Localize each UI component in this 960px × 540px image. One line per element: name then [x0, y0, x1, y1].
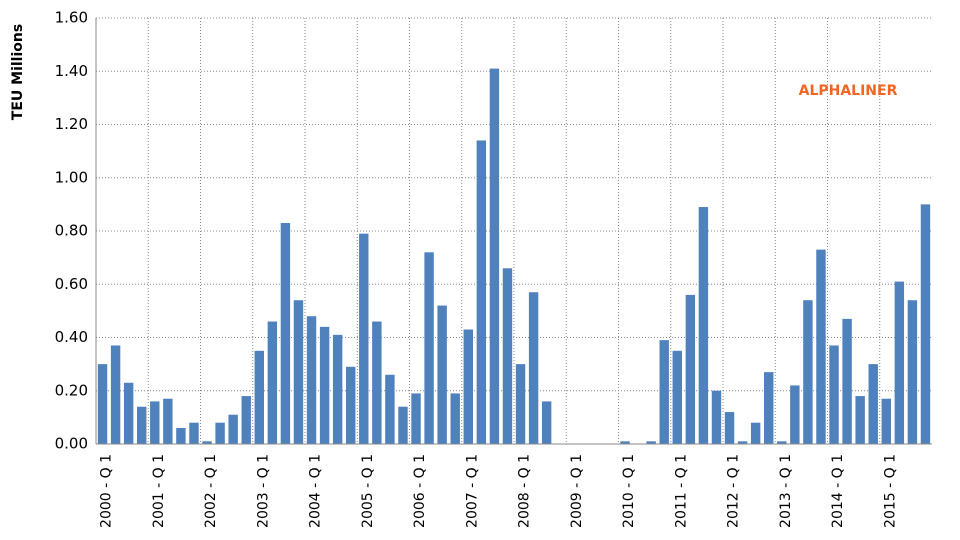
bar	[737, 441, 748, 444]
bar	[319, 326, 330, 444]
bar	[228, 414, 238, 444]
bar	[528, 292, 539, 444]
x-tick-label: 2009 - Q 1	[569, 454, 585, 528]
x-tick-label: 2002 - Q 1	[203, 454, 219, 528]
bar	[254, 350, 264, 444]
bar	[750, 422, 761, 444]
bar	[868, 364, 878, 444]
bar	[620, 441, 630, 444]
y-tick-label: 0.80	[55, 222, 88, 240]
bar	[724, 412, 735, 444]
bar	[346, 366, 356, 444]
bar	[293, 300, 304, 444]
bar	[359, 233, 369, 444]
x-tick-label: 2015 - Q 1	[882, 454, 898, 528]
bar	[215, 422, 225, 444]
bar	[764, 372, 774, 444]
bar	[176, 428, 186, 444]
x-tick-label: 2007 - Q 1	[464, 454, 480, 528]
bar	[202, 441, 212, 444]
bar	[829, 345, 839, 444]
bar	[189, 422, 199, 444]
bar	[659, 340, 669, 444]
y-tick-label: 1.00	[55, 168, 88, 186]
y-tick-label: 1.60	[55, 9, 88, 27]
x-tick-label: 2006 - Q 1	[412, 454, 428, 528]
x-tick-label: 2010 - Q 1	[621, 454, 637, 528]
bar	[123, 382, 134, 444]
bar	[450, 393, 460, 444]
bar	[777, 441, 787, 444]
bar	[881, 398, 891, 444]
bar	[541, 401, 552, 444]
bar	[306, 316, 317, 444]
bar	[372, 321, 382, 444]
bar	[463, 329, 473, 444]
x-tick-label: 2013 - Q 1	[778, 454, 794, 528]
y-tick-label: 0.60	[55, 275, 88, 293]
x-tick-label: 2005 - Q 1	[360, 454, 376, 528]
y-tick-label: 0.20	[55, 381, 88, 399]
x-tick-label: 2000 - Q 1	[99, 454, 115, 528]
bar	[489, 68, 500, 445]
y-tick-label: 0.00	[55, 435, 88, 453]
y-tick-label: 1.20	[55, 115, 88, 133]
bar	[267, 321, 278, 444]
bar	[790, 385, 800, 444]
bar	[515, 364, 526, 444]
y-tick-label: 0.40	[55, 328, 88, 346]
x-tick-label: 2001 - Q 1	[151, 454, 167, 528]
bar	[698, 207, 709, 444]
bar	[97, 364, 108, 444]
x-tick-label: 2014 - Q 1	[830, 454, 846, 528]
bar	[241, 396, 251, 444]
bar	[894, 281, 905, 444]
bar	[163, 398, 173, 444]
bar	[502, 268, 513, 444]
bar	[280, 223, 291, 444]
x-tick-label: 2011 - Q 1	[673, 454, 689, 528]
bar	[411, 393, 421, 444]
bar	[907, 300, 918, 444]
bar	[385, 374, 395, 444]
bar	[646, 441, 656, 444]
bar	[437, 305, 447, 444]
bar	[920, 204, 931, 444]
bar	[672, 350, 682, 444]
x-tick-label: 2003 - Q 1	[255, 454, 271, 528]
bar	[137, 406, 147, 444]
bar	[398, 406, 408, 444]
bar	[332, 334, 343, 444]
bar	[803, 300, 813, 444]
y-axis-title: TEU Millions	[10, 24, 26, 120]
y-tick-label: 1.40	[55, 62, 88, 80]
bar	[855, 396, 865, 444]
bar	[424, 252, 434, 444]
bar	[711, 390, 722, 444]
x-tick-label: 2004 - Q 1	[308, 454, 324, 528]
bar	[476, 140, 487, 444]
bar	[816, 249, 826, 444]
bar	[150, 401, 160, 444]
watermark: ALPHALINER	[799, 83, 898, 99]
x-tick-label: 2012 - Q 1	[726, 454, 742, 528]
bar	[842, 318, 852, 444]
x-tick-label: 2008 - Q 1	[517, 454, 533, 528]
bar	[110, 345, 121, 444]
bar	[685, 294, 696, 444]
